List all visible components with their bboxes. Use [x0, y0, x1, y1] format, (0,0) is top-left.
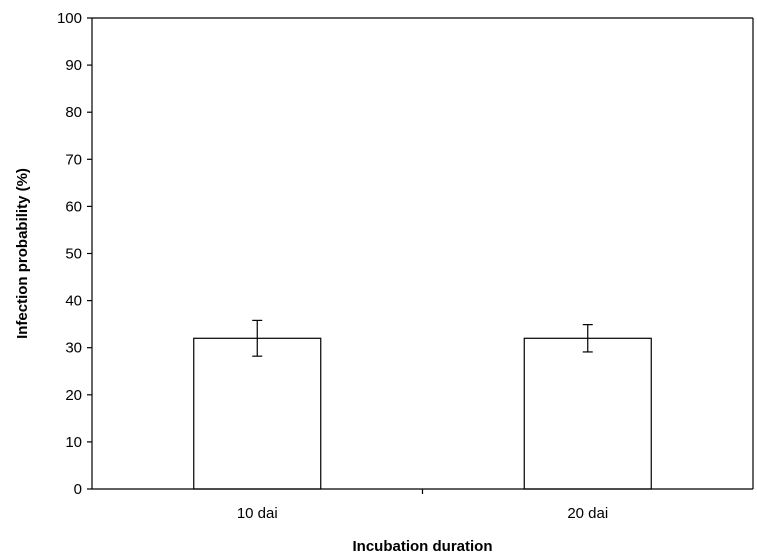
- y-tick-label: 20: [65, 387, 82, 404]
- bar: [523, 337, 652, 490]
- x-axis-title: Incubation duration: [353, 538, 493, 555]
- y-tick-label: 100: [57, 10, 82, 27]
- bars: [193, 337, 652, 490]
- x-tick-label: 10 dai: [237, 505, 278, 522]
- y-tick-label: 0: [74, 481, 82, 498]
- axes: [91, 17, 754, 490]
- error-bars: [252, 319, 593, 357]
- y-tick-label: 60: [65, 198, 82, 215]
- y-tick-label: 80: [65, 104, 82, 121]
- y-axis-ticks: 0 10 20 30 40 50 60 70 80 90 100: [57, 10, 92, 498]
- y-tick-label: 90: [65, 57, 82, 74]
- y-axis-title: Infection probability (%): [14, 168, 31, 339]
- bar: [193, 337, 322, 490]
- x-axis-ticks: 10 dai 20 dai: [237, 489, 608, 522]
- y-tick-label: 40: [65, 293, 82, 310]
- y-tick-label: 50: [65, 246, 82, 263]
- y-tick-label: 10: [65, 434, 82, 451]
- x-tick-label: 20 dai: [567, 505, 608, 522]
- y-tick-label: 30: [65, 340, 82, 357]
- y-tick-label: 70: [65, 151, 82, 168]
